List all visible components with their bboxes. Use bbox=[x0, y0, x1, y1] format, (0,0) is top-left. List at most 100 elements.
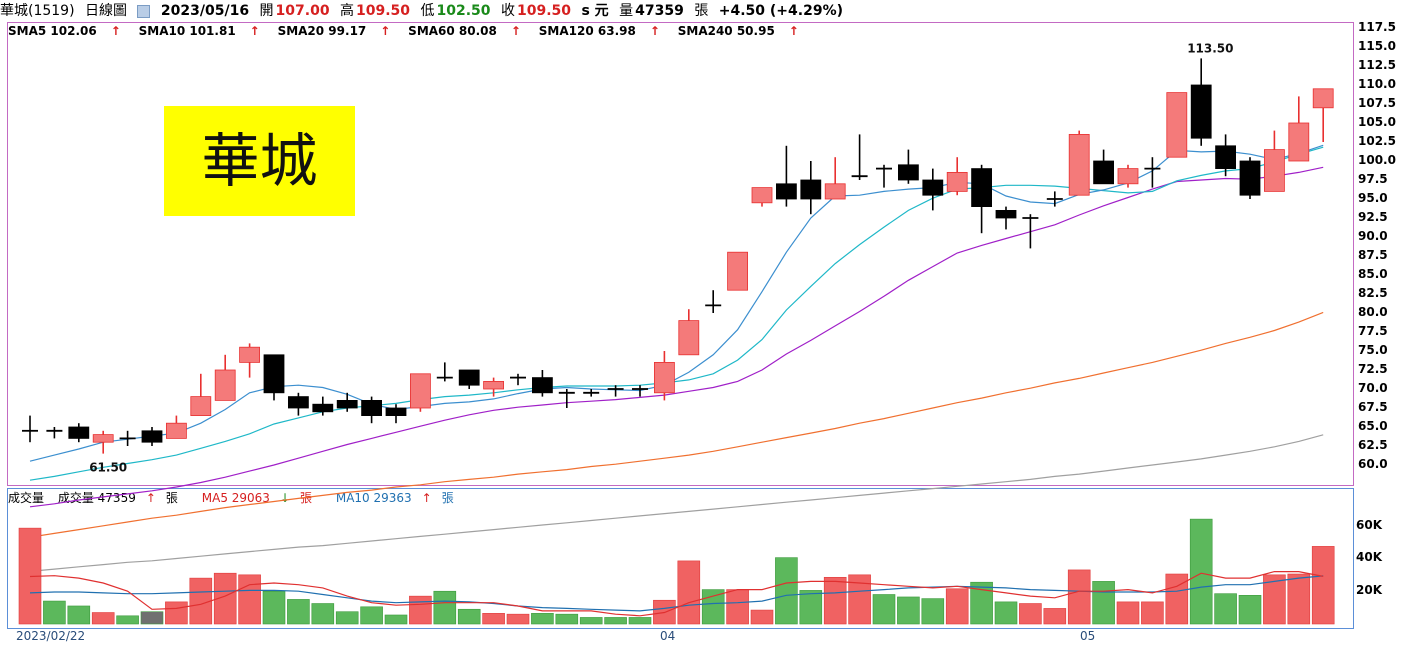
volume-bar bbox=[1238, 595, 1262, 625]
legend-sma60: SMA60 80.08 ↑ bbox=[408, 24, 521, 38]
volume-bar bbox=[1165, 573, 1189, 625]
volume-bar bbox=[1141, 601, 1164, 625]
legend-sma10: SMA10 101.81 ↑ bbox=[139, 24, 260, 38]
volume-bar bbox=[482, 613, 505, 625]
volume-bar bbox=[67, 605, 91, 625]
stock-name-stamp: 華城 bbox=[164, 106, 355, 216]
price-tick-label: 112.5 bbox=[1358, 58, 1396, 72]
volume-bar bbox=[165, 601, 188, 625]
volume-bar bbox=[750, 609, 774, 625]
close-label: 收 bbox=[500, 3, 515, 19]
sma60-line bbox=[29, 311, 1324, 538]
price-tick-label: 65.0 bbox=[1358, 419, 1388, 433]
price-tick-label: 82.5 bbox=[1358, 286, 1388, 300]
candle-body bbox=[1093, 160, 1114, 185]
candle-body bbox=[92, 434, 114, 443]
sma5-line bbox=[29, 144, 1324, 462]
volume-bar bbox=[677, 560, 701, 625]
price-tick-label: 102.5 bbox=[1358, 134, 1396, 148]
volume-bar bbox=[872, 594, 896, 625]
price-annotation: 113.50 bbox=[1187, 41, 1233, 55]
volume-bar bbox=[409, 595, 432, 625]
candle-body bbox=[1068, 133, 1090, 196]
volume-ma10-unit: 張 bbox=[441, 491, 454, 505]
volume-tick-label: 60K bbox=[1356, 517, 1382, 532]
volume-legend-unit: 張 bbox=[165, 491, 178, 505]
volume-bar bbox=[91, 612, 115, 625]
legend-sma60-label: SMA60 80.08 bbox=[408, 24, 497, 38]
quote-date: 2023/05/16 bbox=[160, 3, 250, 19]
price-tick-label: 92.5 bbox=[1358, 210, 1388, 224]
up-arrow-icon: ↑ bbox=[649, 24, 660, 38]
candle-body bbox=[1312, 88, 1334, 109]
period-label[interactable]: 日線圖 bbox=[85, 3, 128, 19]
price-tick-label: 90.0 bbox=[1358, 229, 1388, 243]
price-tick-label: 117.5 bbox=[1358, 20, 1396, 34]
candle-body bbox=[68, 426, 90, 439]
volume-value: 47359 bbox=[635, 3, 684, 19]
calendar-icon[interactable] bbox=[137, 4, 151, 18]
volume-label: 量 bbox=[619, 3, 634, 19]
price-tick-label: 75.0 bbox=[1358, 343, 1388, 357]
price-tick-label: 70.0 bbox=[1358, 381, 1388, 395]
price-tick-label: 72.5 bbox=[1358, 362, 1388, 376]
volume-bar bbox=[701, 589, 725, 625]
volume-bar bbox=[335, 611, 359, 625]
candle-body bbox=[141, 430, 163, 443]
volume-bar bbox=[921, 598, 945, 625]
candle-body bbox=[190, 396, 212, 417]
up-arrow-icon: ↑ bbox=[249, 24, 260, 38]
price-tick-label: 62.5 bbox=[1358, 438, 1388, 452]
candle-body bbox=[654, 361, 675, 394]
sma-legend: SMA5 102.06 ↑ SMA10 101.81 ↑ SMA20 99.17 ↑ … bbox=[8, 24, 813, 38]
price-panel[interactable] bbox=[7, 22, 1354, 486]
candle-body bbox=[458, 369, 480, 386]
price-tick-label: 105.0 bbox=[1358, 115, 1396, 129]
stock-name[interactable]: 華城(1519) bbox=[0, 3, 75, 19]
candle-body bbox=[1190, 84, 1212, 139]
sma20-line bbox=[29, 166, 1324, 508]
volume-bar bbox=[238, 574, 261, 625]
volume-bar bbox=[43, 600, 66, 625]
candle-body bbox=[483, 380, 505, 390]
volume-bar bbox=[1214, 593, 1237, 625]
legend-sma120: SMA120 63.98 ↑ bbox=[539, 24, 660, 38]
volume-panel[interactable] bbox=[7, 488, 1354, 629]
legend-sma240-label: SMA240 50.95 bbox=[677, 24, 775, 38]
close-value: 109.50 bbox=[516, 3, 572, 19]
volume-bar bbox=[823, 576, 847, 625]
legend-sma10-label: SMA10 101.81 bbox=[138, 24, 236, 38]
volume-bar bbox=[1116, 601, 1140, 625]
candle-body bbox=[385, 407, 407, 416]
volume-bar bbox=[628, 617, 652, 625]
volume-bar bbox=[311, 603, 335, 625]
open-label: 開 bbox=[259, 3, 274, 19]
price-tick-label: 67.5 bbox=[1358, 400, 1388, 414]
up-arrow-icon: ↑ bbox=[380, 24, 391, 38]
volume-bar bbox=[140, 611, 164, 625]
volume-bar bbox=[945, 588, 969, 625]
legend-sma5-label: SMA5 102.06 bbox=[8, 24, 97, 38]
candle-body bbox=[971, 168, 992, 208]
volume-ma10-line bbox=[29, 575, 1324, 612]
candle-body bbox=[336, 399, 358, 409]
volume-tick-label: 20K bbox=[1356, 583, 1382, 598]
price-tick-label: 60.0 bbox=[1358, 457, 1388, 471]
candle-body bbox=[800, 179, 822, 200]
candle-body bbox=[287, 396, 309, 409]
high-value: 109.50 bbox=[356, 3, 411, 19]
volume-ma5-legend: MA5 29063 ↓ 張 bbox=[202, 491, 322, 505]
volume-bar bbox=[1311, 546, 1335, 625]
candle-body bbox=[1166, 92, 1188, 158]
candle-body bbox=[409, 373, 431, 409]
volume-bar bbox=[1287, 573, 1311, 625]
price-tick-label: 110.0 bbox=[1358, 77, 1396, 91]
volume-bar bbox=[1263, 574, 1286, 625]
high-label: 高 bbox=[340, 3, 355, 19]
candle-body bbox=[1239, 160, 1261, 196]
candle-body bbox=[263, 354, 285, 394]
legend-sma20: SMA20 99.17 ↑ bbox=[278, 24, 391, 38]
volume-ma10-legend: MA10 29363 ↑ 張 bbox=[336, 491, 464, 505]
volume-bar bbox=[604, 617, 627, 625]
price-tick-label: 87.5 bbox=[1358, 248, 1388, 262]
